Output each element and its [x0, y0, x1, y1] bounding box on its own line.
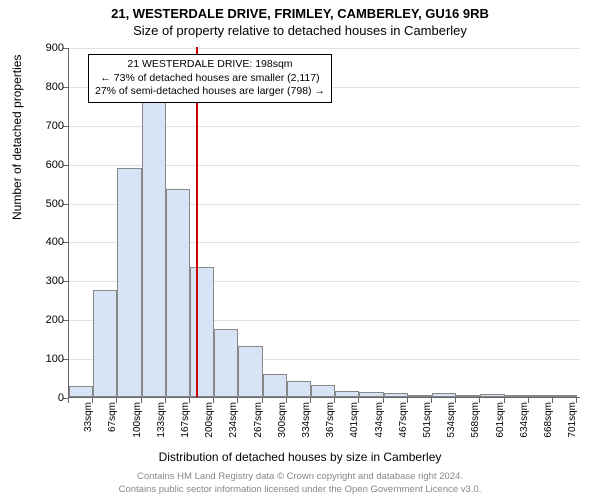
histogram-bar — [456, 395, 480, 397]
histogram-bar — [69, 386, 93, 397]
x-tick-label: 467sqm — [398, 402, 409, 452]
x-tick-label: 300sqm — [277, 402, 288, 452]
x-tick — [141, 398, 142, 403]
x-tick-label: 334sqm — [301, 402, 312, 452]
x-tick — [334, 398, 335, 403]
annotation-line1: 21 WESTERDALE DRIVE: 198sqm — [95, 58, 325, 72]
footer-attribution: Contains HM Land Registry data © Crown c… — [0, 471, 600, 496]
y-tick-label: 300 — [24, 275, 64, 287]
x-tick — [528, 398, 529, 403]
x-tick — [576, 398, 577, 403]
x-tick — [286, 398, 287, 403]
histogram-bar — [311, 385, 335, 397]
histogram-bar — [214, 329, 238, 397]
histogram-bar — [287, 381, 311, 397]
x-tick-label: 668sqm — [543, 402, 554, 452]
x-tick — [310, 398, 311, 403]
histogram-bar — [384, 393, 408, 397]
x-tick-label: 267sqm — [253, 402, 264, 452]
x-tick-label: 534sqm — [446, 402, 457, 452]
x-tick — [358, 398, 359, 403]
histogram-bar — [93, 290, 117, 397]
y-tick-label: 700 — [24, 120, 64, 132]
annotation-line3: 27% of semi-detached houses are larger (… — [95, 85, 325, 99]
chart-title-sub: Size of property relative to detached ho… — [0, 21, 600, 38]
histogram-bar — [432, 393, 456, 397]
x-tick — [552, 398, 553, 403]
histogram-bar — [263, 374, 287, 397]
x-axis-label: Distribution of detached houses by size … — [0, 450, 600, 464]
histogram-bar — [408, 395, 432, 397]
x-tick-label: 33sqm — [83, 402, 94, 452]
y-tick-label: 400 — [24, 236, 64, 248]
y-axis-label: Number of detached properties — [10, 55, 24, 220]
x-tick — [383, 398, 384, 403]
x-tick-label: 367sqm — [325, 402, 336, 452]
y-tick-label: 600 — [24, 159, 64, 171]
x-tick-label: 234sqm — [228, 402, 239, 452]
x-tick — [504, 398, 505, 403]
x-tick — [479, 398, 480, 403]
x-tick-label: 200sqm — [204, 402, 215, 452]
x-tick-label: 100sqm — [132, 402, 143, 452]
x-tick — [189, 398, 190, 403]
x-tick-label: 568sqm — [470, 402, 481, 452]
chart-container: 21, WESTERDALE DRIVE, FRIMLEY, CAMBERLEY… — [0, 0, 600, 500]
histogram-bar — [117, 168, 141, 397]
histogram-bar — [190, 267, 214, 397]
x-tick — [165, 398, 166, 403]
y-tick-label: 900 — [24, 42, 64, 54]
chart-title-main: 21, WESTERDALE DRIVE, FRIMLEY, CAMBERLEY… — [0, 0, 600, 21]
footer-line2: Contains public sector information licen… — [0, 484, 600, 496]
annotation-line2: ← 73% of detached houses are smaller (2,… — [95, 72, 325, 86]
histogram-bar — [480, 394, 504, 397]
annotation-box: 21 WESTERDALE DRIVE: 198sqm ← 73% of det… — [88, 54, 332, 103]
histogram-bar — [505, 395, 529, 397]
x-tick-label: 634sqm — [519, 402, 530, 452]
x-tick-label: 601sqm — [495, 402, 506, 452]
x-tick — [213, 398, 214, 403]
x-tick — [431, 398, 432, 403]
histogram-bar — [166, 189, 190, 397]
footer-line1: Contains HM Land Registry data © Crown c… — [0, 471, 600, 483]
gridline — [69, 48, 580, 49]
x-tick — [92, 398, 93, 403]
histogram-bar — [238, 346, 262, 397]
x-tick-label: 133sqm — [156, 402, 167, 452]
y-tick-label: 200 — [24, 314, 64, 326]
histogram-bar — [359, 392, 383, 397]
histogram-bar — [529, 395, 553, 397]
x-tick — [237, 398, 238, 403]
x-tick-label: 401sqm — [349, 402, 360, 452]
y-tick-label: 0 — [24, 392, 64, 404]
y-tick-label: 800 — [24, 81, 64, 93]
x-tick-label: 701sqm — [567, 402, 578, 452]
x-tick — [68, 398, 69, 403]
histogram-bar — [335, 391, 359, 397]
x-tick — [455, 398, 456, 403]
x-tick-label: 167sqm — [180, 402, 191, 452]
histogram-bar — [553, 395, 577, 397]
y-tick-label: 100 — [24, 353, 64, 365]
x-tick-label: 501sqm — [422, 402, 433, 452]
x-tick — [116, 398, 117, 403]
histogram-bar — [142, 94, 166, 397]
x-tick-label: 434sqm — [374, 402, 385, 452]
x-tick-label: 67sqm — [107, 402, 118, 452]
x-tick — [262, 398, 263, 403]
x-tick — [407, 398, 408, 403]
y-tick-label: 500 — [24, 198, 64, 210]
